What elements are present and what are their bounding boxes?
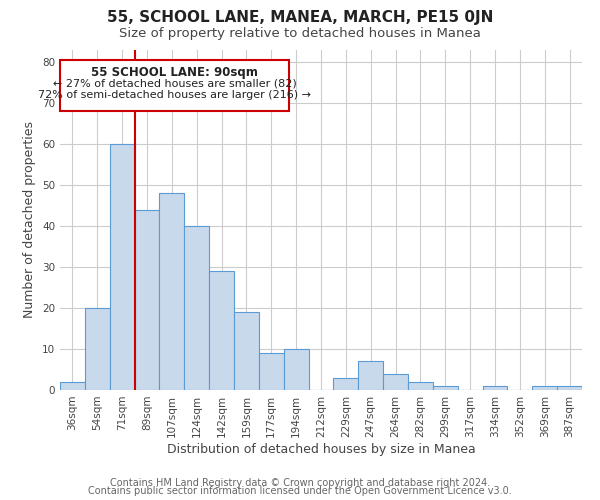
Bar — [259, 353, 284, 390]
Text: 55, SCHOOL LANE, MANEA, MARCH, PE15 0JN: 55, SCHOOL LANE, MANEA, MARCH, PE15 0JN — [107, 10, 493, 25]
Bar — [383, 374, 408, 390]
X-axis label: Distribution of detached houses by size in Manea: Distribution of detached houses by size … — [167, 442, 475, 456]
Text: Contains HM Land Registry data © Crown copyright and database right 2024.: Contains HM Land Registry data © Crown c… — [110, 478, 490, 488]
Bar — [334, 378, 358, 390]
Bar — [160, 194, 184, 390]
Bar — [209, 271, 234, 390]
Bar — [184, 226, 209, 390]
Text: 55 SCHOOL LANE: 90sqm: 55 SCHOOL LANE: 90sqm — [91, 66, 258, 78]
Bar — [134, 210, 160, 390]
FancyBboxPatch shape — [61, 60, 289, 112]
Bar — [234, 312, 259, 390]
Text: ← 27% of detached houses are smaller (82): ← 27% of detached houses are smaller (82… — [53, 78, 296, 88]
Bar — [532, 386, 557, 390]
Text: Size of property relative to detached houses in Manea: Size of property relative to detached ho… — [119, 28, 481, 40]
Bar — [408, 382, 433, 390]
Bar — [60, 382, 85, 390]
Bar — [482, 386, 508, 390]
Bar — [284, 349, 308, 390]
Y-axis label: Number of detached properties: Number of detached properties — [23, 122, 37, 318]
Text: 72% of semi-detached houses are larger (216) →: 72% of semi-detached houses are larger (… — [38, 90, 311, 100]
Bar — [433, 386, 458, 390]
Text: Contains public sector information licensed under the Open Government Licence v3: Contains public sector information licen… — [88, 486, 512, 496]
Bar — [110, 144, 134, 390]
Bar — [358, 362, 383, 390]
Bar — [557, 386, 582, 390]
Bar — [85, 308, 110, 390]
